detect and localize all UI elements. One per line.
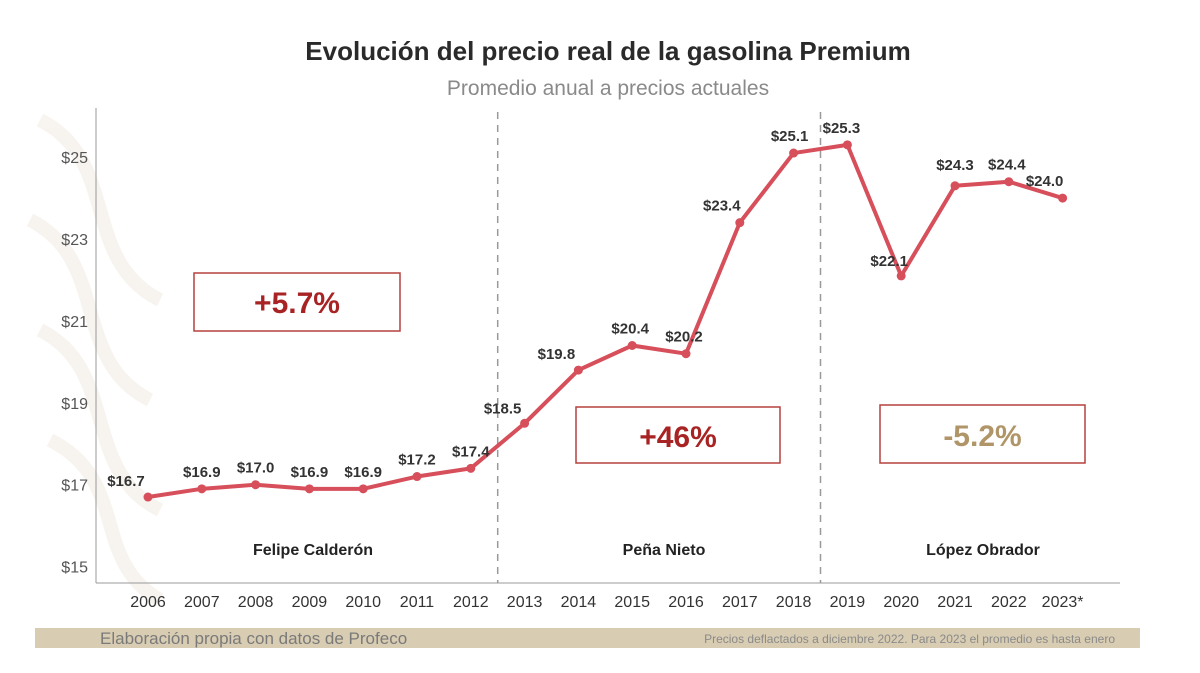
x-tick-label: 2017: [722, 594, 758, 611]
data-label: $24.3: [936, 157, 974, 174]
series-line-group: [146, 142, 1065, 500]
data-point: [681, 349, 691, 359]
data-label: $17.0: [237, 460, 275, 477]
data-point: [251, 480, 261, 490]
x-tick-label: 2018: [776, 594, 812, 611]
y-axis: $15 $17 $19 $21 $23 $25: [61, 108, 97, 583]
period-change-boxes: +5.7% +46% -5.2%: [193, 272, 1086, 464]
data-label: $20.2: [665, 329, 703, 346]
data-label: $20.4: [611, 321, 649, 338]
x-tick-label: 2023*: [1042, 594, 1084, 611]
y-tick-label: $19: [61, 396, 88, 413]
data-point: [197, 484, 207, 494]
x-tick-label: 2006: [130, 594, 166, 611]
y-tick-label: $15: [61, 560, 88, 577]
x-tick-label: 2015: [614, 594, 650, 611]
y-tick-label: $17: [61, 478, 88, 495]
data-point: [896, 271, 906, 281]
y-tick-label: $21: [61, 314, 88, 331]
chart-subtitle: Promedio anual a precios actuales: [447, 77, 769, 100]
data-label: $23.4: [703, 198, 741, 215]
footer-source: Elaboración propia con datos de Profeco: [100, 629, 407, 648]
watermark-emblem: [26, 113, 164, 607]
data-point: [412, 472, 422, 482]
data-label: $18.5: [484, 400, 522, 417]
data-point: [842, 140, 852, 150]
x-tick-label: 2007: [184, 594, 220, 611]
change-box: [575, 406, 781, 464]
data-label: $22.1: [870, 253, 908, 270]
period-dividers: [496, 112, 822, 583]
data-point: [466, 463, 476, 473]
data-label: $17.4: [452, 443, 490, 460]
data-point: [358, 484, 368, 494]
x-tick-label: 2021: [937, 594, 973, 611]
data-point: [573, 365, 583, 375]
change-value: +46%: [639, 421, 717, 454]
data-point: [304, 484, 314, 494]
data-points: [143, 140, 1068, 502]
y-tick-label: $23: [61, 232, 88, 249]
period-name: López Obrador: [926, 542, 1040, 559]
x-tick-label: 2008: [238, 594, 274, 611]
x-tick-label: 2019: [830, 594, 866, 611]
period-name: Peña Nieto: [623, 542, 706, 559]
data-label: $17.2: [398, 452, 436, 469]
change-value: -5.2%: [943, 420, 1021, 453]
data-point: [143, 492, 153, 502]
change-box: [879, 404, 1086, 464]
data-label: $25.1: [771, 128, 809, 145]
data-point: [1058, 193, 1068, 203]
data-label: $25.3: [823, 120, 861, 137]
data-point: [735, 218, 745, 228]
x-tick-label: 2022: [991, 594, 1027, 611]
change-box: [193, 272, 401, 332]
data-label: $16.7: [107, 473, 145, 490]
data-label: $16.9: [291, 464, 329, 481]
period-name: Felipe Calderón: [253, 542, 373, 559]
x-tick-label: 2011: [400, 594, 435, 611]
x-tick-label: 2013: [507, 594, 543, 611]
data-label: $24.4: [988, 157, 1026, 174]
footer-note: Precios deflactados a diciembre 2022. Pa…: [704, 632, 1115, 646]
chart-title: Evolución del precio real de la gasolina…: [305, 36, 910, 66]
data-label: $19.8: [538, 346, 576, 363]
x-tick-label: 2010: [345, 594, 381, 611]
data-point: [627, 341, 637, 350]
data-label: $16.9: [344, 464, 382, 481]
x-axis: 2006 2007 2008 2009 2010 2011 2012 2013 2014 2015…: [96, 582, 1120, 611]
data-point: [520, 418, 530, 428]
x-tick-label: 2009: [292, 594, 328, 611]
data-point: [950, 181, 960, 191]
data-label: $24.0: [1026, 173, 1064, 190]
x-tick-label: 2016: [668, 594, 704, 611]
x-tick-label: 2012: [453, 594, 489, 611]
period-labels: Felipe Calderón Peña Nieto López Obrador: [253, 542, 1040, 559]
series-line: [146, 142, 1065, 500]
data-labels: $16.7 $16.9 $17.0 $16.9 $16.9 $17.2 $17.4 $18.5…: [107, 120, 1063, 490]
x-tick-label: 2020: [883, 594, 919, 611]
footer-bar: [35, 628, 1140, 648]
data-label: $16.9: [183, 464, 221, 481]
change-value: +5.7%: [254, 287, 340, 320]
data-point: [1004, 177, 1014, 187]
data-point: [789, 148, 799, 158]
y-tick-label: $25: [61, 150, 88, 167]
x-tick-label: 2014: [561, 594, 597, 611]
